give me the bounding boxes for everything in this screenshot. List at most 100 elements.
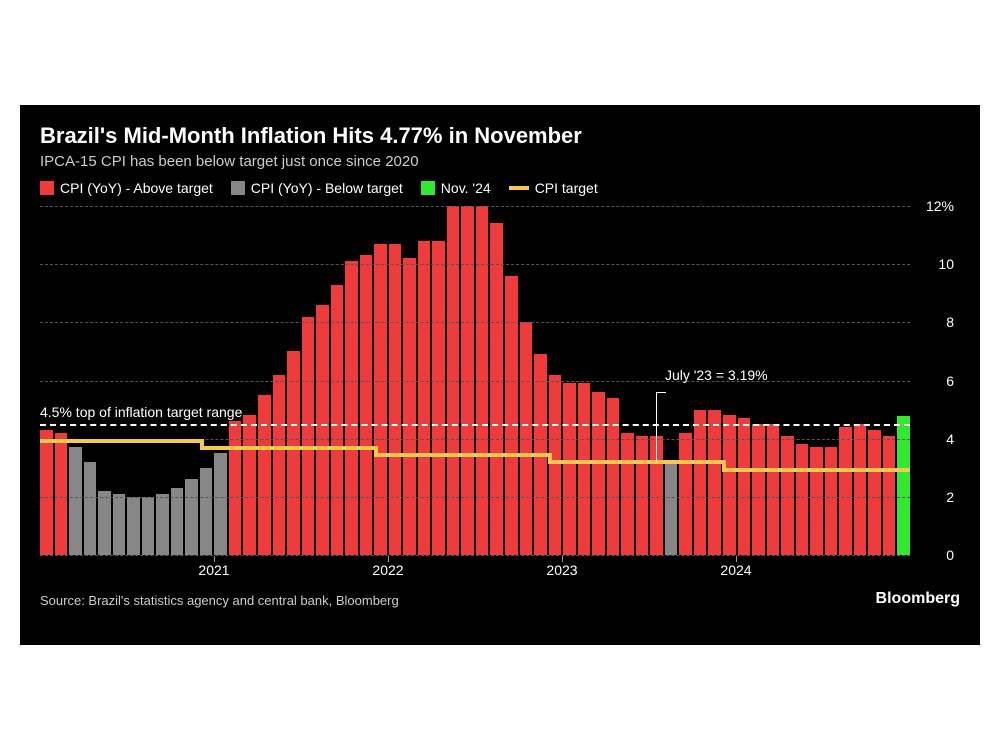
bar: [549, 375, 562, 555]
swatch-above: [40, 181, 54, 195]
bar: [243, 415, 256, 555]
bar: [897, 416, 910, 555]
bar: [345, 261, 358, 555]
bar: [185, 479, 198, 555]
bar: [287, 351, 300, 555]
gridline: [40, 381, 910, 382]
brand-label: Bloomberg: [876, 590, 960, 608]
legend-above: CPI (YoY) - Above target: [40, 180, 213, 196]
bar: [781, 436, 794, 555]
bar: [708, 410, 721, 555]
legend-nov24: Nov. '24: [421, 180, 491, 196]
bar: [316, 305, 329, 555]
bar: [403, 258, 416, 555]
cpi-target-line: [40, 439, 200, 443]
y-axis-label: 2: [946, 489, 954, 505]
bar: [490, 223, 503, 555]
legend-above-label: CPI (YoY) - Above target: [60, 180, 213, 196]
y-axis-label: 6: [946, 373, 954, 389]
bar: [796, 444, 809, 555]
legend-below: CPI (YoY) - Below target: [231, 180, 403, 196]
bar: [156, 494, 169, 555]
chart-subtitle: IPCA-15 CPI has been below target just o…: [40, 153, 960, 170]
target-range-label: 4.5% top of inflation target range: [40, 404, 242, 420]
bar: [69, 447, 82, 555]
bar: [113, 494, 126, 555]
x-axis-label: 2021: [198, 562, 229, 578]
bar: [200, 468, 213, 555]
legend-below-label: CPI (YoY) - Below target: [251, 180, 403, 196]
legend-target: CPI target: [509, 180, 598, 196]
bar: [563, 383, 576, 555]
chart-container: Brazil's Mid-Month Inflation Hits 4.77% …: [20, 105, 980, 645]
plot-area: 024681012%4.5% top of inflation target r…: [40, 206, 910, 576]
bar: [302, 317, 315, 555]
gridline: [40, 322, 910, 323]
bar: [432, 241, 445, 555]
bar: [98, 491, 111, 555]
bar: [694, 410, 707, 555]
bar: [723, 415, 736, 555]
bar: [505, 276, 518, 555]
x-axis-label: 2024: [720, 562, 751, 578]
bar: [810, 447, 823, 555]
plot: 024681012%4.5% top of inflation target r…: [40, 206, 910, 556]
july23-annotation: July '23 = 3.19%: [665, 367, 768, 383]
bar: [55, 433, 68, 555]
gridline: [40, 497, 910, 498]
legend-nov24-label: Nov. '24: [441, 180, 491, 196]
bar: [214, 453, 227, 555]
bar: [84, 462, 97, 555]
swatch-nov24: [421, 181, 435, 195]
cpi-target-line: [374, 453, 548, 457]
bar: [592, 392, 605, 555]
cpi-target-line: [200, 446, 374, 450]
bar: [229, 421, 242, 555]
bar: [331, 285, 344, 555]
annotation-pointer: [656, 392, 666, 393]
bar: [360, 255, 373, 555]
bar: [389, 244, 402, 555]
y-axis-label: 8: [946, 314, 954, 330]
target-range-line: [40, 424, 910, 426]
gridline: [40, 555, 910, 556]
annotation-pointer: [656, 392, 657, 462]
bar: [868, 430, 881, 555]
bar: [374, 244, 387, 555]
cpi-target-line: [722, 460, 726, 467]
bar: [636, 436, 649, 555]
bar: [621, 433, 634, 555]
y-axis-label: 0: [946, 547, 954, 563]
x-axis-label: 2022: [372, 562, 403, 578]
bar: [607, 398, 620, 555]
bar: [273, 375, 286, 555]
cpi-target-line: [548, 453, 552, 460]
bar: [127, 497, 140, 555]
legend: CPI (YoY) - Above target CPI (YoY) - Bel…: [40, 180, 960, 196]
cpi-target-line: [200, 439, 204, 446]
cpi-target-line: [374, 446, 378, 453]
chart-footer: Source: Brazil's statistics agency and c…: [40, 590, 960, 608]
y-axis-label: 4: [946, 431, 954, 447]
swatch-target-line: [509, 186, 529, 190]
gridline: [40, 206, 910, 207]
bar: [679, 433, 692, 555]
bar: [40, 430, 53, 555]
bar: [258, 395, 271, 555]
chart-title: Brazil's Mid-Month Inflation Hits 4.77% …: [40, 123, 960, 149]
bar: [839, 427, 852, 555]
swatch-below: [231, 181, 245, 195]
bar: [418, 241, 431, 555]
bar: [171, 488, 184, 555]
bar: [767, 424, 780, 555]
gridline: [40, 264, 910, 265]
bar: [883, 436, 896, 555]
bar: [665, 462, 678, 555]
legend-target-label: CPI target: [535, 180, 598, 196]
y-axis-label: 10: [938, 256, 954, 272]
cpi-target-line: [548, 460, 722, 464]
bar: [825, 447, 838, 555]
x-axis-label: 2023: [546, 562, 577, 578]
bar: [854, 424, 867, 555]
bar: [142, 497, 155, 555]
